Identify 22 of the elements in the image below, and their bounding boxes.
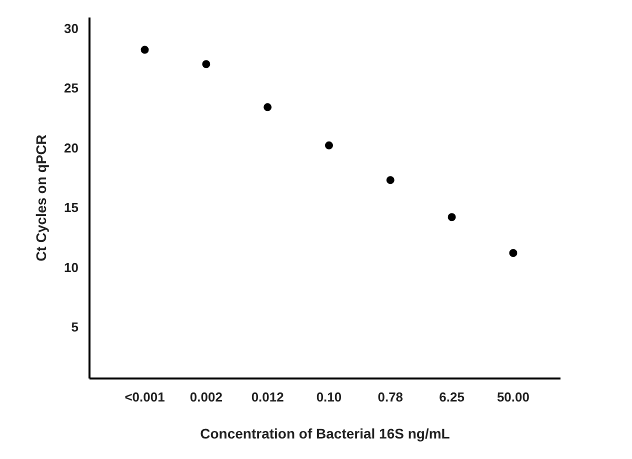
y-axis-title: Ct Cycles on qPCR (33, 134, 50, 262)
y-tick-label: 20 (64, 140, 79, 156)
x-tick-label: 6.25 (439, 390, 464, 404)
point (202, 60, 210, 68)
point (509, 248, 518, 257)
y-tick-label: 30 (64, 20, 79, 36)
y-tick-label: 15 (64, 200, 79, 216)
point (386, 176, 394, 184)
x-tick-label: 50.00 (496, 390, 530, 404)
x-tick-label: 0.78 (378, 390, 404, 404)
point (264, 103, 272, 112)
x-tick-label: 0.002 (190, 390, 222, 404)
x-tick-label: <0.001 (124, 390, 165, 404)
y-tick-label: 10 (64, 260, 79, 275)
x-tick-label: 0.10 (316, 390, 342, 404)
x-tick-label: 0.012 (251, 390, 284, 404)
x-axis-title: Concentration of Bacterial 16S ng/mL (200, 426, 450, 442)
y-tick-label: 5 (71, 320, 79, 335)
point (140, 46, 149, 54)
point (448, 213, 456, 222)
y-tick-label: 25 (64, 80, 79, 96)
point (324, 141, 333, 150)
